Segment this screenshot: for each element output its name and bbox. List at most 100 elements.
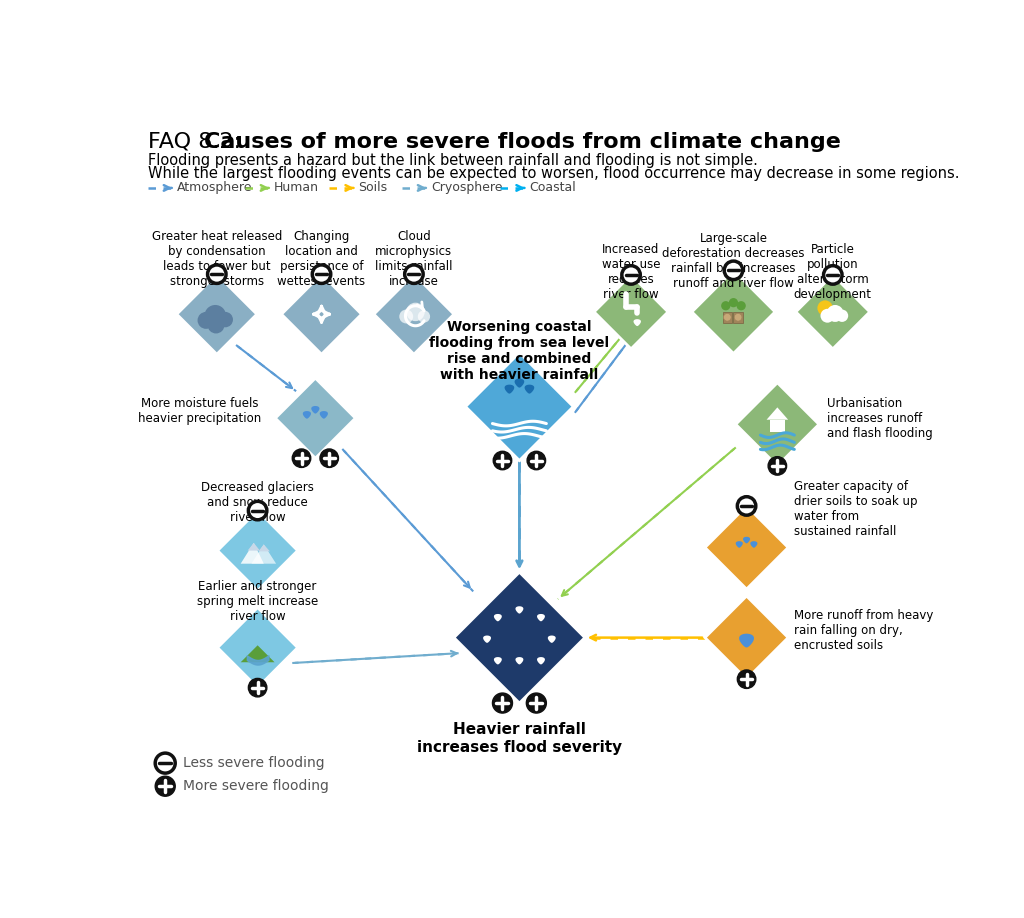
Circle shape (736, 301, 745, 310)
Polygon shape (494, 614, 502, 621)
Text: Soils: Soils (358, 182, 388, 195)
Text: Increased
water use
reduces
river flow: Increased water use reduces river flow (602, 242, 660, 300)
Circle shape (249, 678, 267, 697)
Polygon shape (739, 633, 754, 647)
Polygon shape (515, 378, 524, 387)
Circle shape (622, 265, 640, 285)
Bar (733, 312, 742, 323)
Text: Earlier and stronger
spring melt increase
river flow: Earlier and stronger spring melt increas… (197, 580, 318, 622)
Circle shape (826, 305, 844, 322)
Polygon shape (524, 385, 535, 394)
Circle shape (494, 452, 512, 470)
Polygon shape (177, 274, 257, 354)
Circle shape (734, 313, 742, 321)
Text: Heavier rainfall
increases flood severity: Heavier rainfall increases flood severit… (417, 722, 622, 755)
Circle shape (721, 301, 730, 310)
Polygon shape (466, 353, 573, 461)
Circle shape (836, 309, 848, 322)
Polygon shape (282, 274, 361, 354)
Circle shape (737, 670, 756, 688)
Text: Less severe flooding: Less severe flooding (183, 756, 325, 770)
Circle shape (198, 312, 214, 329)
Text: Worsening coastal
flooding from sea level
rise and combined
with heavier rainfal: Worsening coastal flooding from sea leve… (429, 319, 609, 382)
Text: More severe flooding: More severe flooding (183, 779, 329, 793)
Text: Changing
location and
persistence of
wettest events: Changing location and persistence of wet… (278, 230, 366, 287)
Polygon shape (743, 537, 751, 543)
Circle shape (208, 317, 224, 333)
Polygon shape (275, 378, 355, 458)
Polygon shape (241, 543, 264, 564)
Text: Greater capacity of
drier soils to soak up
water from
sustained rainfall: Greater capacity of drier soils to soak … (795, 480, 918, 538)
Circle shape (493, 693, 512, 713)
Polygon shape (692, 270, 775, 353)
Text: While the largest flooding events can be expected to worsen, flood occurrence ma: While the largest flooding events can be… (147, 166, 959, 182)
Polygon shape (515, 657, 523, 665)
Polygon shape (311, 406, 319, 414)
Polygon shape (217, 510, 298, 590)
Polygon shape (548, 635, 556, 643)
Text: Urbanisation
increases runoff
and flash flooding: Urbanisation increases runoff and flash … (827, 397, 933, 440)
Polygon shape (634, 319, 641, 326)
Circle shape (156, 777, 175, 796)
Text: More runoff from heavy
rain falling on dry,
encrusted soils: More runoff from heavy rain falling on d… (795, 610, 934, 652)
Polygon shape (241, 645, 274, 662)
Text: Greater heat released
by condensation
leads to fewer but
stronger storms: Greater heat released by condensation le… (152, 230, 282, 287)
Circle shape (208, 265, 226, 284)
Text: Atmosphere: Atmosphere (177, 182, 252, 195)
Circle shape (817, 300, 833, 316)
Text: Coastal: Coastal (529, 182, 577, 195)
Bar (723, 312, 732, 323)
Polygon shape (705, 596, 788, 679)
Polygon shape (515, 606, 523, 613)
Polygon shape (248, 543, 260, 551)
Text: Cloud
microphysics
limits rainfall
increase: Cloud microphysics limits rainfall incre… (375, 230, 453, 287)
Circle shape (249, 501, 267, 520)
Text: Particle
pollution
alters storm
development: Particle pollution alters storm developm… (794, 242, 871, 300)
Text: Flooding presents a hazard but the link between rainfall and flooding is not sim: Flooding presents a hazard but the link … (147, 153, 758, 168)
Text: Large-scale
deforestation decreases
rainfall but increases
runoff and river flow: Large-scale deforestation decreases rain… (663, 232, 805, 290)
Text: Decreased glaciers
and snow reduce
river flow: Decreased glaciers and snow reduce river… (201, 481, 314, 524)
Circle shape (737, 497, 756, 515)
Circle shape (399, 309, 413, 323)
Circle shape (319, 449, 339, 467)
Text: Cryosphere: Cryosphere (431, 182, 503, 195)
Polygon shape (736, 383, 819, 466)
Circle shape (724, 261, 742, 280)
Polygon shape (537, 657, 545, 665)
Polygon shape (705, 506, 788, 589)
Circle shape (292, 449, 310, 467)
Text: FAQ 8.2:: FAQ 8.2: (147, 131, 241, 151)
Circle shape (156, 753, 175, 773)
Polygon shape (505, 385, 514, 394)
Circle shape (217, 312, 233, 328)
Text: Causes of more severe floods from climate change: Causes of more severe floods from climat… (204, 131, 841, 151)
Text: More moisture fuels
heavier precipitation: More moisture fuels heavier precipitatio… (138, 397, 261, 425)
Circle shape (729, 298, 738, 308)
Polygon shape (319, 411, 328, 419)
Circle shape (205, 305, 226, 327)
Polygon shape (751, 542, 758, 548)
Circle shape (407, 303, 425, 321)
Circle shape (404, 265, 423, 284)
Polygon shape (594, 274, 668, 349)
Polygon shape (303, 411, 311, 419)
Polygon shape (483, 635, 492, 643)
Circle shape (820, 308, 835, 323)
Circle shape (823, 265, 842, 285)
Text: Human: Human (273, 182, 318, 195)
Polygon shape (537, 614, 545, 621)
Bar (770, 420, 785, 432)
Circle shape (418, 310, 430, 323)
Polygon shape (454, 572, 585, 703)
Circle shape (526, 693, 547, 713)
Polygon shape (735, 542, 742, 548)
Polygon shape (374, 274, 454, 354)
Polygon shape (796, 274, 869, 349)
Circle shape (527, 452, 546, 470)
Circle shape (312, 265, 331, 284)
Circle shape (768, 456, 786, 476)
Polygon shape (258, 544, 270, 552)
Polygon shape (217, 608, 298, 688)
Circle shape (724, 313, 731, 321)
Polygon shape (767, 408, 788, 420)
